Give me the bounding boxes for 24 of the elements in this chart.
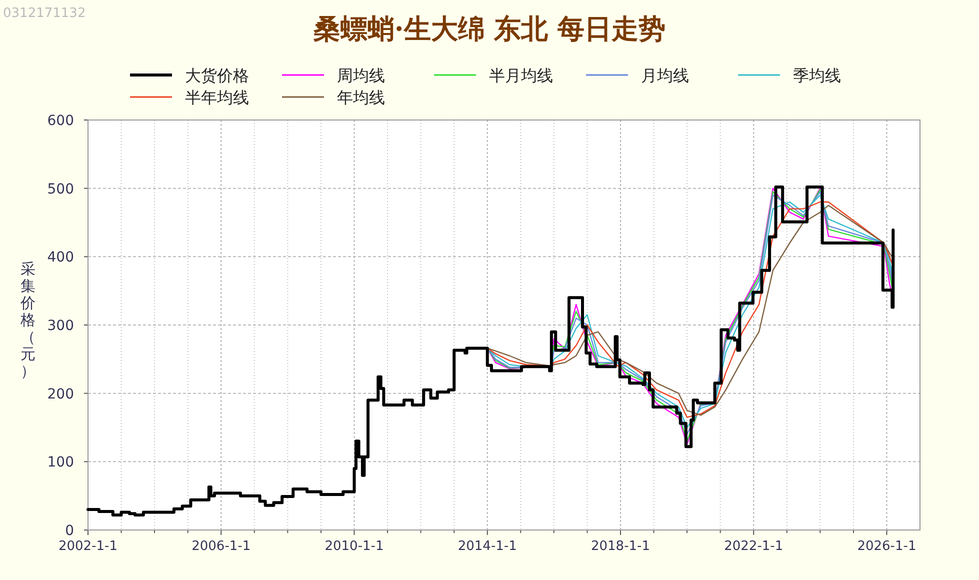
y-tick-label: 200 [47, 386, 74, 402]
legend-label: 半月均线 [489, 66, 553, 85]
legend-label: 大货价格 [185, 66, 249, 85]
x-tick-label: 2010-1-1 [324, 539, 384, 554]
x-tick-label: 2018-1-1 [590, 539, 650, 554]
x-tick-label: 2014-1-1 [458, 539, 517, 554]
chart-title: 桑螵蛸·生大绵 东北 每日走势 [312, 14, 666, 45]
legend-label: 月均线 [641, 66, 689, 85]
legend-label: 半年均线 [185, 88, 249, 107]
x-tick-label: 2022-1-1 [724, 539, 784, 554]
x-tick-label: 2026-1-1 [857, 539, 916, 554]
text: 0312171132 [3, 6, 86, 21]
y-tick-label: 400 [47, 250, 74, 266]
legend-label: 季均线 [793, 66, 841, 85]
x-tick-label: 2006-1-1 [192, 539, 251, 554]
y-tick-label: 500 [47, 181, 74, 198]
y-tick-label: 100 [47, 454, 74, 471]
y-tick-label: 300 [47, 318, 74, 334]
y-tick-label: 600 [47, 113, 74, 129]
legend-label: 周均线 [337, 66, 385, 85]
x-tick-label: 2002-1-1 [58, 539, 118, 554]
y-tick-label: 0 [65, 523, 74, 539]
y-axis-title: 采集价格（元） [20, 260, 36, 380]
legend-label: 年均线 [337, 88, 385, 107]
